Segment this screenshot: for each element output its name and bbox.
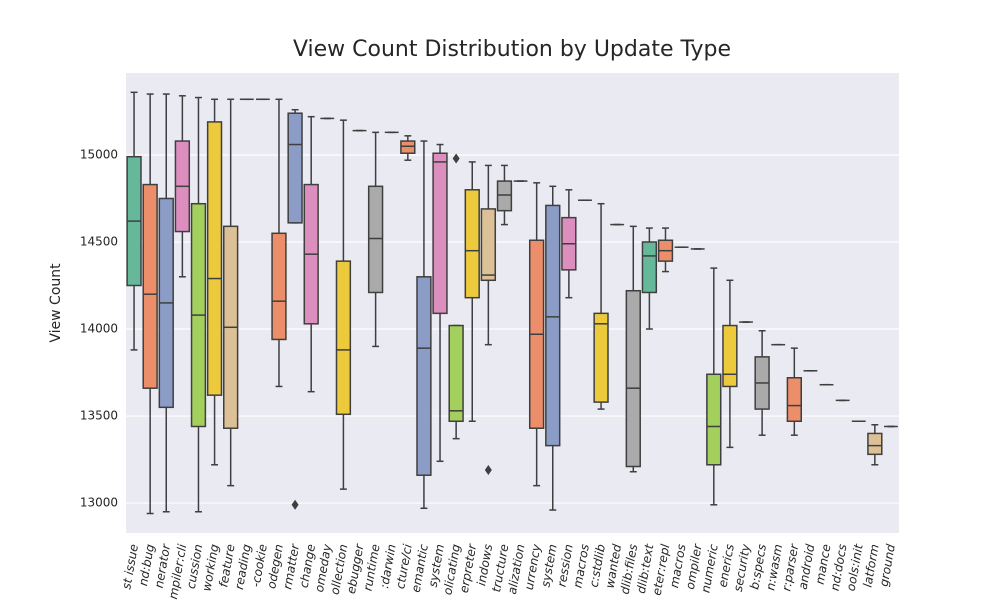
box (480, 208, 497, 282)
box (400, 140, 416, 154)
box (142, 183, 158, 389)
y-axis-label: View Count (48, 263, 64, 343)
box (545, 204, 561, 447)
box (496, 180, 513, 212)
outlier (291, 499, 299, 510)
y-tick-label: 13000 (80, 496, 118, 510)
chart-title: View Count Distribution by Update Type (293, 37, 731, 62)
x-tick-label: mance (813, 543, 834, 585)
y-tick-label: 14000 (80, 322, 118, 336)
box (416, 276, 432, 476)
box (367, 185, 384, 294)
y-tick-label: 13500 (80, 409, 118, 423)
box (722, 324, 738, 388)
y-tick-label: 15000 (80, 147, 118, 161)
box (593, 312, 609, 403)
box (625, 289, 641, 468)
box (335, 260, 352, 416)
box (206, 121, 223, 396)
box (867, 432, 883, 456)
outlier (484, 464, 492, 475)
plot-area (126, 73, 899, 533)
box (464, 189, 480, 299)
box (432, 152, 448, 315)
box (271, 232, 287, 341)
y-tick-label: 14500 (80, 234, 118, 248)
box (786, 377, 802, 423)
outlier (452, 153, 460, 164)
box (641, 241, 658, 294)
box (448, 324, 464, 423)
box (287, 112, 303, 224)
box (706, 373, 722, 466)
